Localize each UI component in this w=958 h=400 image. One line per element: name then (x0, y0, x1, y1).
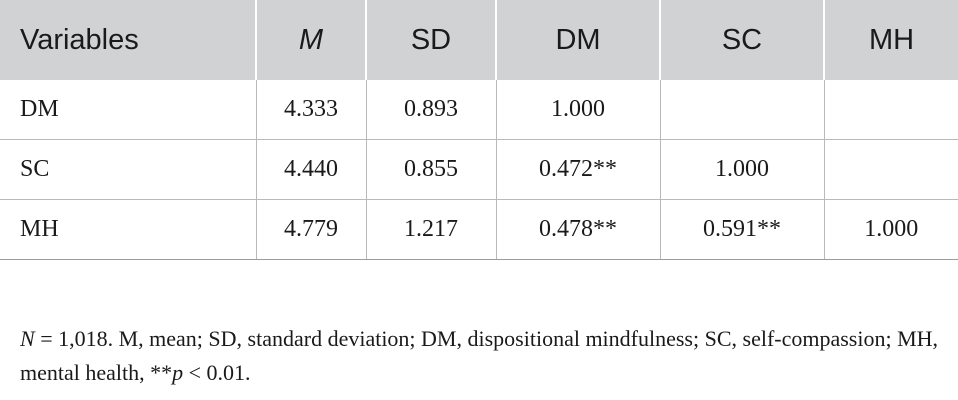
cell-sd: 0.855 (365, 139, 496, 200)
cell-sc (659, 80, 824, 140)
table-header: Variables M SD DM SC MH (0, 0, 958, 80)
header-variables: Variables (0, 0, 256, 80)
footnote-p-value: < 0.01. (183, 360, 251, 385)
row-label: MH (0, 199, 256, 260)
cell-dm: 0.478** (495, 199, 660, 260)
cell-mh (823, 139, 958, 200)
cell-mean: 4.440 (255, 139, 366, 200)
footnote-p-symbol: p (172, 360, 184, 385)
cell-mean: 4.333 (255, 80, 366, 140)
footnote-n-symbol: N (20, 326, 35, 351)
cell-dm: 0.472** (495, 139, 660, 200)
row-label: SC (0, 139, 256, 200)
cell-mh (823, 80, 958, 140)
header-sd: SD (365, 0, 496, 80)
table-body: DM 4.333 0.893 1.000 SC 4.440 0.855 0.47… (0, 80, 958, 260)
header-dm: DM (495, 0, 660, 80)
table-row: MH 4.779 1.217 0.478** 0.591** 1.000 (0, 199, 958, 260)
header-row: Variables M SD DM SC MH (0, 0, 958, 80)
footnote-text: = 1,018. M, mean; SD, standard deviation… (20, 326, 939, 385)
table-footnote: N = 1,018. M, mean; SD, standard deviati… (20, 322, 940, 390)
row-label: DM (0, 80, 256, 140)
cell-sd: 1.217 (365, 199, 496, 260)
table-row: DM 4.333 0.893 1.000 (0, 80, 958, 140)
cell-sc: 1.000 (659, 139, 824, 200)
cell-mean: 4.779 (255, 199, 366, 260)
cell-sd: 0.893 (365, 80, 496, 140)
table-row: SC 4.440 0.855 0.472** 1.000 (0, 139, 958, 200)
correlation-table: Variables M SD DM SC MH DM 4.333 0.893 1… (0, 0, 958, 260)
correlation-table-container: Variables M SD DM SC MH DM 4.333 0.893 1… (0, 0, 958, 260)
cell-dm: 1.000 (495, 80, 660, 140)
header-mh: MH (823, 0, 958, 80)
header-sc: SC (659, 0, 824, 80)
cell-sc: 0.591** (659, 199, 824, 260)
header-mean: M (255, 0, 366, 80)
cell-mh: 1.000 (823, 199, 958, 260)
